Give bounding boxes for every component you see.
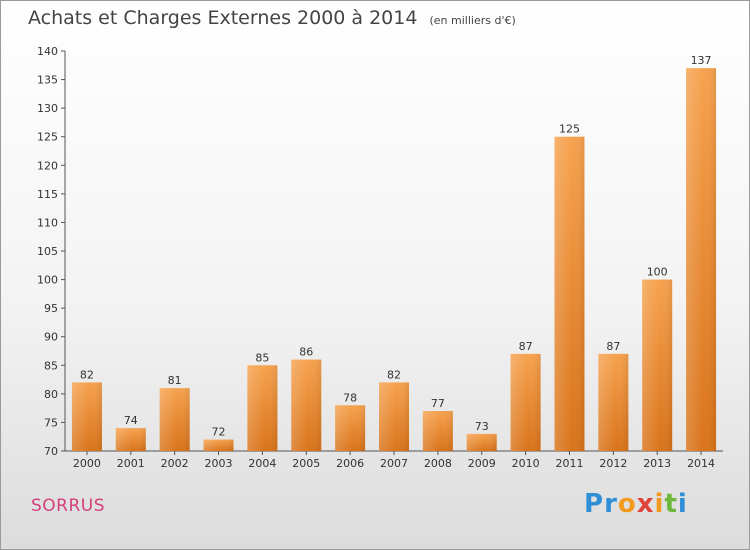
commune-name: SORRUS — [31, 496, 106, 516]
y-tick-label: 110 — [37, 216, 58, 229]
bar-shade-2012 — [598, 353, 629, 451]
y-tick-label: 140 — [37, 45, 58, 58]
data-label: 86 — [299, 346, 313, 359]
x-tick-label: 2014 — [687, 457, 715, 470]
chart-title-text: Achats et Charges Externes 2000 à 2014 — [28, 7, 418, 29]
proxiti-logo: Proxiti — [584, 489, 688, 519]
bar-shade-2004 — [247, 365, 278, 451]
x-tick-label: 2003 — [205, 457, 233, 470]
y-tick-label: 70 — [44, 445, 58, 458]
bar-shade-2009 — [466, 433, 497, 451]
data-label: 77 — [431, 397, 445, 410]
bar-shade-2001 — [115, 428, 146, 451]
bar-shade-2013 — [642, 279, 673, 451]
y-tick-label: 135 — [37, 74, 58, 87]
bar-shade-2007 — [379, 382, 409, 451]
data-label: 87 — [519, 340, 533, 353]
x-tick-label: 2001 — [117, 457, 145, 470]
y-tick-label: 85 — [44, 359, 58, 372]
y-tick-label: 95 — [44, 302, 58, 315]
chart-title: Achats et Charges Externes 2000 à 2014 (… — [28, 7, 516, 29]
data-label: 87 — [606, 340, 620, 353]
y-tick-label: 75 — [44, 416, 58, 429]
bar-shade-2000 — [71, 382, 102, 451]
x-tick-label: 2013 — [643, 457, 671, 470]
data-label: 73 — [475, 420, 489, 433]
x-tick-label: 2011 — [555, 457, 583, 470]
x-tick-label: 2002 — [161, 457, 189, 470]
data-label: 85 — [255, 351, 269, 364]
x-tick-label: 2006 — [336, 457, 364, 470]
x-tick-label: 2005 — [292, 457, 320, 470]
y-tick-label: 90 — [44, 331, 58, 344]
data-label: 100 — [647, 266, 668, 279]
chart-unit: (en milliers d'€) — [429, 14, 516, 27]
x-tick-label: 2009 — [468, 457, 496, 470]
bar-shade-2006 — [335, 405, 366, 451]
x-tick-label: 2004 — [248, 457, 276, 470]
bar-shade-2010 — [510, 353, 541, 451]
x-tick-label: 2012 — [599, 457, 627, 470]
y-tick-label: 80 — [44, 388, 58, 401]
data-label: 82 — [80, 368, 94, 381]
y-tick-label: 130 — [37, 102, 58, 115]
y-tick-label: 120 — [37, 159, 58, 172]
data-label: 125 — [559, 123, 580, 136]
x-tick-label: 2000 — [73, 457, 101, 470]
bar-shade-2011 — [554, 136, 585, 451]
data-label: 78 — [343, 391, 357, 404]
data-label: 137 — [691, 54, 712, 67]
y-tick-label: 115 — [37, 188, 58, 201]
data-label: 81 — [168, 374, 182, 387]
bar-shade-2002 — [159, 388, 190, 451]
data-label: 82 — [387, 368, 401, 381]
bar-shade-2014 — [686, 68, 717, 452]
bar-shade-2005 — [291, 359, 322, 451]
y-tick-label: 100 — [37, 274, 58, 287]
data-labels: 82 74 81 72 85 86 78 82 77 73 87 125 87 100 137 — [80, 54, 712, 438]
x-tick-label: 2008 — [424, 457, 452, 470]
y-tick-label: 125 — [37, 131, 58, 144]
data-label: 74 — [124, 414, 138, 427]
data-label: 72 — [212, 426, 226, 439]
bars — [71, 68, 717, 452]
y-tick-label: 105 — [37, 245, 58, 258]
bar-shade-2003 — [203, 439, 234, 451]
x-tick-label: 2007 — [380, 457, 408, 470]
x-tick-label: 2010 — [512, 457, 540, 470]
bar-shade-2008 — [422, 411, 453, 451]
